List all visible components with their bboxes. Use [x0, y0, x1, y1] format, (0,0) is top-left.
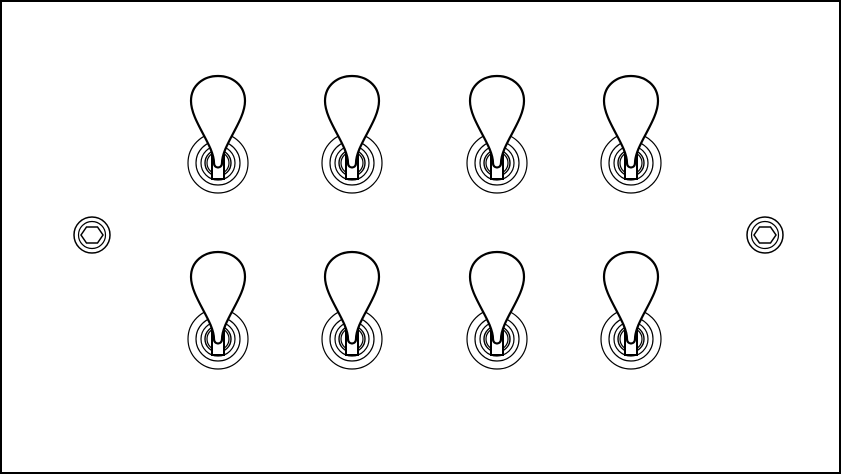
left-screw-icon — [73, 216, 111, 254]
right-screw-icon — [746, 216, 784, 254]
